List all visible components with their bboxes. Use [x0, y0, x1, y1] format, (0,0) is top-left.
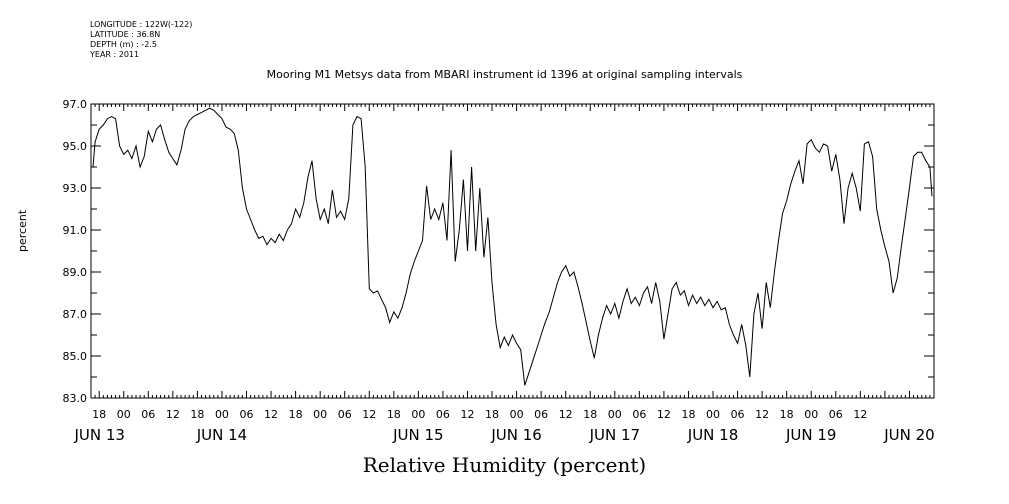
x-hour-label: 00: [706, 408, 720, 421]
x-hour-label: 00: [117, 408, 131, 421]
x-day-label: JUN 14: [196, 426, 247, 444]
x-hour-label: 18: [780, 408, 794, 421]
y-tick-label: 85.0: [63, 350, 88, 363]
plot-frame: [90, 103, 935, 399]
metadata-block: LONGITUDE : 122W(-122) LATITUDE : 36.8N …: [90, 20, 192, 60]
x-hour-label: 00: [411, 408, 425, 421]
x-hour-label: 18: [92, 408, 106, 421]
chart-title: Mooring M1 Metsys data from MBARI instru…: [266, 68, 743, 81]
x-hour-label: 00: [313, 408, 327, 421]
x-hour-label: 00: [608, 408, 622, 421]
x-hour-label: 12: [460, 408, 474, 421]
y-tick-label: 83.0: [63, 392, 88, 405]
x-hour-label: 18: [289, 408, 303, 421]
x-hour-label: 00: [510, 408, 524, 421]
x-day-label: JUN 15: [392, 426, 443, 444]
x-hour-label: 06: [731, 408, 745, 421]
y-tick-label: 87.0: [63, 308, 88, 321]
x-hour-label: 06: [240, 408, 254, 421]
x-hour-label: 12: [264, 408, 278, 421]
x-hour-label: 18: [485, 408, 499, 421]
y-tick-label: 93.0: [63, 182, 88, 195]
x-hour-label: 18: [387, 408, 401, 421]
longitude-text: LONGITUDE : 122W(-122): [90, 20, 193, 29]
x-day-label: JUN 13: [73, 426, 124, 444]
x-hour-label: 12: [166, 408, 180, 421]
x-hour-label: 00: [215, 408, 229, 421]
year-text: YEAR : 2011: [90, 50, 140, 59]
x-hour-label: 06: [632, 408, 646, 421]
humidity-series-line: [92, 107, 933, 386]
x-hour-label: 00: [804, 408, 818, 421]
x-hour-label: 06: [338, 408, 352, 421]
y-tick-label: 89.0: [63, 266, 88, 279]
x-hour-label: 12: [559, 408, 573, 421]
x-hour-label: 12: [755, 408, 769, 421]
depth-text: DEPTH (m) : -2.5: [90, 40, 157, 49]
x-hour-label: 06: [829, 408, 843, 421]
x-axis-title: Relative Humidity (percent): [362, 453, 647, 477]
x-hour-label: 18: [190, 408, 204, 421]
y-tick-label: 97.0: [63, 98, 88, 111]
y-axis-label: percent: [16, 209, 29, 252]
x-hour-label: 12: [657, 408, 671, 421]
x-hour-label: 06: [534, 408, 548, 421]
latitude-text: LATITUDE : 36.8N: [90, 30, 161, 39]
x-day-label: JUN 20: [883, 426, 934, 444]
x-hour-label: 18: [583, 408, 597, 421]
x-day-label: JUN 17: [589, 426, 640, 444]
y-tick-label: 91.0: [63, 224, 88, 237]
y-tick-label: 95.0: [63, 140, 88, 153]
x-hour-label: 12: [853, 408, 867, 421]
x-hour-label: 06: [141, 408, 155, 421]
x-hour-label: 06: [436, 408, 450, 421]
x-day-label: JUN 19: [785, 426, 836, 444]
x-day-label: JUN 16: [490, 426, 541, 444]
x-hour-label: 12: [362, 408, 376, 421]
x-hour-label: 18: [681, 408, 695, 421]
x-day-label: JUN 18: [687, 426, 738, 444]
